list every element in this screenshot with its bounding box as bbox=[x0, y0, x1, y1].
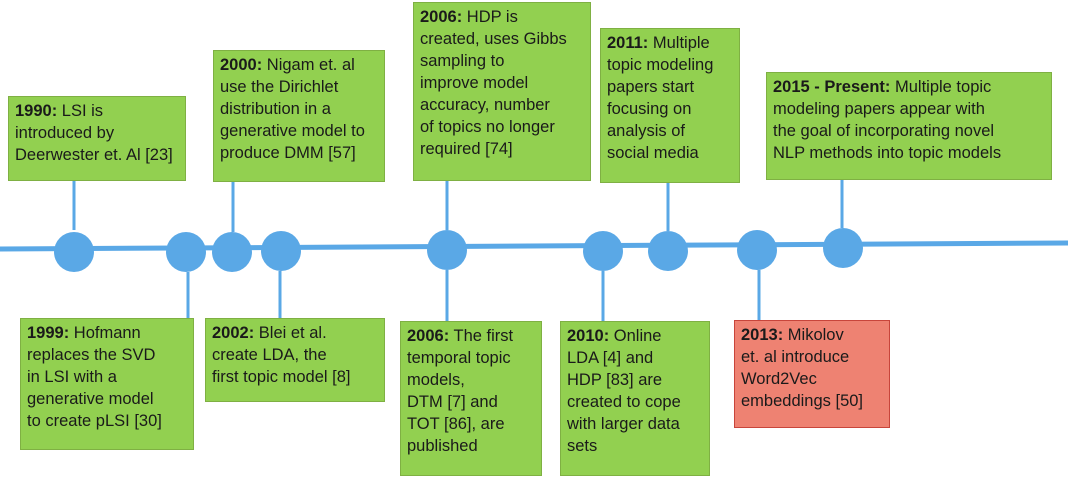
event-year: 2010: bbox=[567, 327, 610, 345]
event-line: 2010: Online bbox=[567, 325, 704, 347]
event-line: the goal of incorporating novel bbox=[773, 122, 995, 140]
event-line: LDA [4] and bbox=[567, 349, 654, 367]
event-box-e2011: 2011: Multiple topic modeling papers start… bbox=[600, 28, 740, 183]
event-line: generative model to bbox=[220, 122, 365, 140]
event-line: embeddings [50] bbox=[741, 392, 864, 410]
event-line: improve model bbox=[420, 74, 529, 92]
event-text: Multiple bbox=[648, 34, 710, 52]
event-text: Hofmann bbox=[69, 324, 141, 342]
event-line: sets bbox=[567, 437, 598, 455]
event-line: 2000: Nigam et. al bbox=[220, 54, 379, 76]
event-line: accuracy, number bbox=[420, 96, 550, 114]
event-line: focusing on bbox=[607, 100, 692, 118]
event-box-e2015: 2015 - Present: Multiple topic modeling p… bbox=[766, 72, 1052, 180]
event-line: social media bbox=[607, 144, 699, 162]
event-line: HDP [83] are bbox=[567, 371, 663, 389]
event-line: papers start bbox=[607, 78, 695, 96]
timeline-node-e1990 bbox=[54, 232, 94, 272]
event-line: first topic model [8] bbox=[212, 368, 351, 386]
event-year: 2013: bbox=[741, 326, 784, 344]
event-line: produce DMM [57] bbox=[220, 144, 356, 162]
event-line: 2006: HDP is bbox=[420, 6, 585, 28]
event-line: modeling papers appear with bbox=[773, 100, 985, 118]
event-text: Online bbox=[609, 327, 662, 345]
event-year: 2006: bbox=[420, 8, 463, 26]
event-box-e1990: 1990: LSI is introduced by Deerwester et. … bbox=[8, 96, 186, 181]
timeline-node-e2002 bbox=[261, 231, 301, 271]
event-line: published bbox=[407, 437, 478, 455]
event-line: 2002: Blei et al. bbox=[212, 322, 379, 344]
event-line: to create pLSI [30] bbox=[27, 412, 162, 430]
event-line: of topics no longer bbox=[420, 118, 555, 136]
event-line: models, bbox=[407, 371, 465, 389]
event-line: created to cope bbox=[567, 393, 681, 411]
event-text: Multiple topic bbox=[890, 78, 992, 96]
event-line: 2006: The first bbox=[407, 325, 536, 347]
timeline-node-e2013 bbox=[737, 230, 777, 270]
event-box-e1999: 1999: Hofmann replaces the SVD in LSI with… bbox=[20, 318, 194, 450]
event-text: Blei et al. bbox=[254, 324, 327, 342]
event-line: sampling to bbox=[420, 52, 505, 70]
event-year: 2006: bbox=[407, 327, 450, 345]
event-year: 2000: bbox=[220, 56, 263, 74]
event-line: use the Dirichlet bbox=[220, 78, 339, 96]
event-line: analysis of bbox=[607, 122, 685, 140]
timeline-node-e2015 bbox=[823, 228, 863, 268]
event-text: LSI is bbox=[57, 102, 104, 120]
event-line: et. al introduce bbox=[741, 348, 850, 366]
event-year: 2011: bbox=[607, 34, 649, 52]
event-line: required [74] bbox=[420, 140, 513, 158]
event-line: distribution in a bbox=[220, 100, 331, 118]
event-line: Word2Vec bbox=[741, 370, 817, 388]
event-line: in LSI with a bbox=[27, 368, 117, 386]
event-line: Deerwester et. Al [23] bbox=[15, 146, 173, 164]
event-year: 1990: bbox=[15, 102, 58, 120]
event-line: with larger data bbox=[567, 415, 680, 433]
event-line: 2013: Mikolov bbox=[741, 324, 884, 346]
event-text: Nigam et. al bbox=[262, 56, 355, 74]
event-line: NLP methods into topic models bbox=[773, 144, 1002, 162]
timeline-node-e2006a bbox=[427, 230, 467, 270]
event-box-e2006a: 2006: HDP is created, uses Gibbs sampling … bbox=[413, 2, 591, 181]
event-text: The first bbox=[449, 327, 514, 345]
event-year: 2015 - Present: bbox=[773, 78, 891, 96]
event-line: generative model bbox=[27, 390, 154, 408]
event-line: introduced by bbox=[15, 124, 115, 142]
event-text: HDP is bbox=[462, 8, 518, 26]
event-line: 2015 - Present: Multiple topic bbox=[773, 76, 1046, 98]
event-year: 1999: bbox=[27, 324, 70, 342]
event-box-e2013: 2013: Mikolov et. al introduce Word2Vec emb… bbox=[734, 320, 890, 428]
timeline-node-e2011 bbox=[648, 231, 688, 271]
event-line: created, uses Gibbs bbox=[420, 30, 567, 48]
event-line: 2011: Multiple bbox=[607, 32, 734, 54]
event-year: 2002: bbox=[212, 324, 255, 342]
timeline-connectors bbox=[72, 180, 844, 321]
event-box-e2010: 2010: Online LDA [4] and HDP [83] are creat… bbox=[560, 321, 710, 476]
event-line: replaces the SVD bbox=[27, 346, 156, 364]
event-line: 1999: Hofmann bbox=[27, 322, 188, 344]
timeline-node-e2010 bbox=[583, 231, 623, 271]
event-line: TOT [86], are bbox=[407, 415, 505, 433]
event-line: create LDA, the bbox=[212, 346, 327, 364]
timeline-nodes bbox=[54, 228, 863, 272]
timeline-node-e1999 bbox=[166, 232, 206, 272]
event-box-e2006b: 2006: The first temporal topic models, DTM … bbox=[400, 321, 542, 476]
event-box-e2000: 2000: Nigam et. al use the Dirichlet distr… bbox=[213, 50, 385, 182]
event-line: temporal topic bbox=[407, 349, 511, 367]
event-text: Mikolov bbox=[783, 326, 844, 344]
event-line: DTM [7] and bbox=[407, 393, 498, 411]
timeline-axis bbox=[0, 240, 1068, 252]
event-line: topic modeling bbox=[607, 56, 714, 74]
event-box-e2002: 2002: Blei et al. create LDA, the first to… bbox=[205, 318, 385, 402]
event-line: 1990: LSI is bbox=[15, 100, 180, 122]
timeline-node-e2000 bbox=[212, 232, 252, 272]
